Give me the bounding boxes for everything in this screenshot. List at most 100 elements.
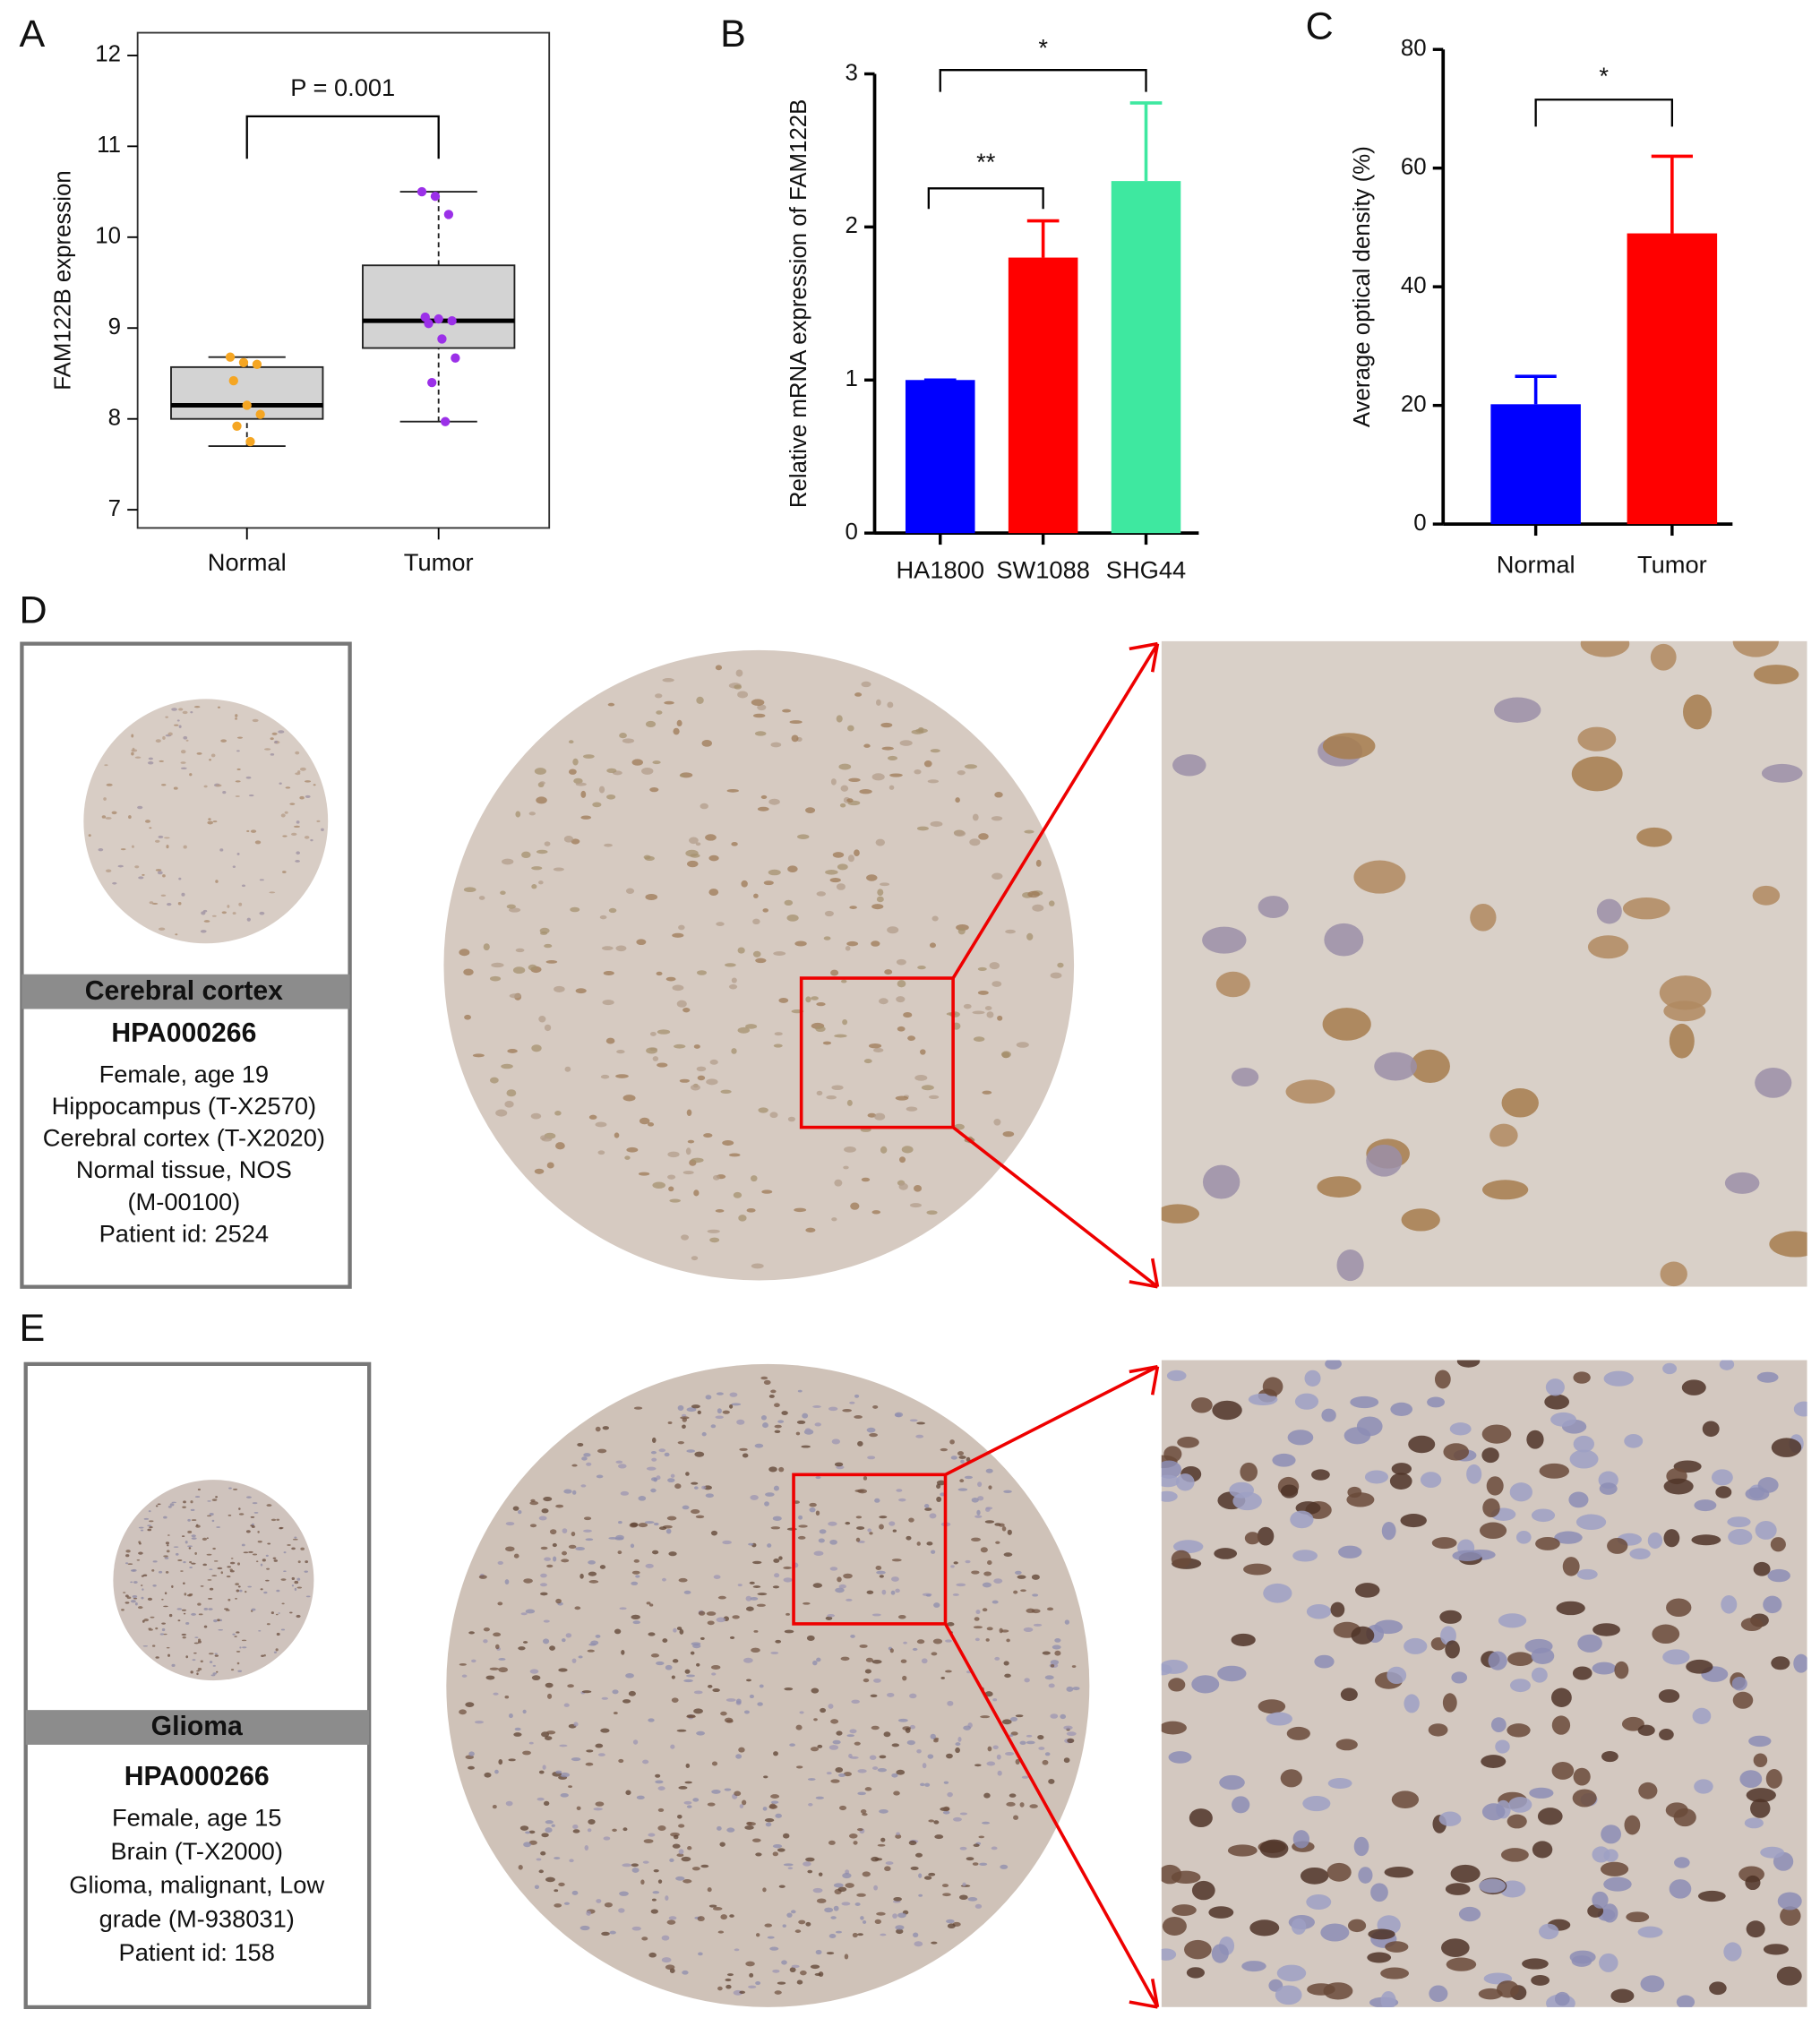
cell [147,761,154,765]
cell [682,1424,686,1430]
cell [1753,1561,1771,1576]
cell [828,1704,834,1709]
cell [839,803,846,808]
cell [1023,1627,1034,1633]
cell [211,1575,218,1576]
cell [563,835,574,843]
cell [1763,1595,1782,1614]
cell [763,1379,771,1385]
cell [831,1217,837,1222]
cell [743,1710,750,1714]
cell [543,1800,550,1807]
cell [683,1590,691,1594]
cell [210,753,216,758]
cell [1507,1723,1531,1738]
cell [1600,1861,1629,1876]
cell [558,1668,568,1672]
cell [982,1582,992,1588]
cell [560,1792,569,1798]
cell [877,1843,886,1847]
cell [683,1679,693,1683]
cell [711,1761,718,1766]
cell [1650,643,1677,671]
cell [972,1010,985,1015]
cell [857,1933,863,1936]
cell [650,1451,657,1455]
cell [615,1534,624,1540]
cell [655,1780,664,1784]
cell [846,1734,855,1738]
cell [539,781,545,786]
cell [1640,1975,1665,1993]
cell [767,1936,775,1939]
cell [739,1447,748,1451]
cell [612,1828,617,1833]
cell [803,1602,811,1605]
cell [849,1401,855,1404]
panel-label: E [20,1307,46,1350]
cell [1000,1864,1009,1869]
detail-line: Brain (T-X2000) [110,1837,282,1865]
cell [541,1508,549,1514]
cell [295,860,300,863]
cell [874,1498,880,1503]
info-card [23,1361,372,2010]
tissue-header: Cerebral cortex [85,976,283,1006]
cell [752,713,766,718]
cell [946,1012,957,1016]
cell [850,1634,855,1638]
cell [575,988,587,994]
cell [773,1043,783,1048]
cell [667,1421,673,1424]
cell [1400,1514,1427,1528]
cell [863,743,871,748]
tissue-core [83,699,329,944]
cell [225,1609,230,1611]
cell [571,1464,578,1467]
cell [191,1612,196,1616]
cell [992,872,1003,880]
cell [895,1095,909,1101]
cell [1522,1958,1549,1970]
cell [1191,1880,1215,1901]
cell [295,772,301,776]
cell [734,1948,740,1952]
cell [671,1675,675,1679]
bar [905,380,975,534]
cell [700,1636,705,1640]
cell [569,1859,574,1863]
cell [599,915,607,920]
cell [1404,1637,1428,1654]
cell [1702,1421,1720,1438]
cell [669,1858,674,1863]
cell [810,1964,820,1970]
cell [633,1406,643,1410]
cell [215,880,219,883]
cell [1287,1430,1314,1446]
cell [841,1902,851,1906]
cell [562,1638,566,1643]
cell [191,1519,197,1522]
cell [876,1570,886,1575]
cell [657,1825,666,1832]
cell [950,1565,955,1568]
cell [817,1744,823,1748]
cell [947,1622,955,1627]
cell [1580,640,1630,657]
cell [295,751,300,755]
cell [749,1581,755,1584]
cell [828,1745,839,1750]
cell [196,751,202,755]
cell [682,1007,691,1013]
cell [943,1781,949,1784]
cell [633,1559,640,1563]
cell [215,784,222,787]
cell [880,722,893,728]
cell [1232,1796,1250,1814]
cell [1723,1942,1742,1962]
cell [150,1616,155,1619]
cell [632,1739,639,1745]
cell [188,1547,192,1550]
cell [587,1649,595,1653]
cell [724,1717,734,1723]
